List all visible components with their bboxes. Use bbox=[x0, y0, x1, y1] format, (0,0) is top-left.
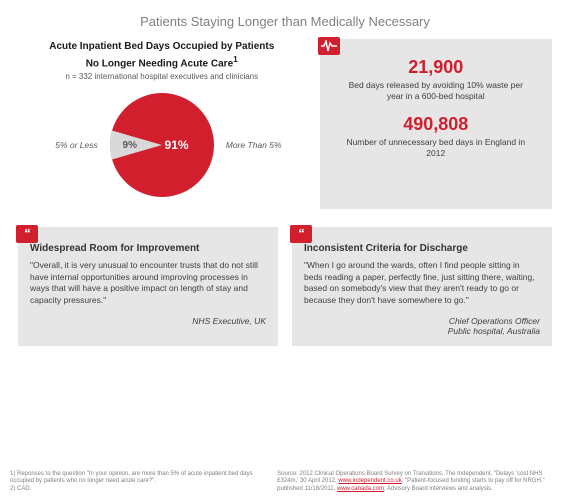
pulse-icon bbox=[318, 37, 340, 55]
quote-title-1: Inconsistent Criteria for Discharge bbox=[304, 243, 540, 254]
footnotes: 1) Reponses to the question "In your opi… bbox=[10, 471, 560, 494]
svg-text:9%: 9% bbox=[122, 140, 137, 151]
quote-icon: “ bbox=[290, 225, 312, 243]
quote-body-0: "Overall, it is very unusual to encounte… bbox=[30, 260, 266, 306]
footnote-left: 1) Reponses to the question "In your opi… bbox=[10, 471, 267, 494]
chart-subtitle: n = 332 international hospital executive… bbox=[18, 72, 306, 81]
stats-panel: 21,900 Bed days released by avoiding 10%… bbox=[320, 39, 553, 209]
stat-desc-0: Bed days released by avoiding 10% waste … bbox=[330, 80, 543, 102]
footnote-right: Source: 2012 Clinical Operations Board S… bbox=[277, 471, 560, 494]
pie-chart-panel: Acute Inpatient Bed Days Occupied by Pat… bbox=[18, 39, 306, 209]
foot-right-post: ; Advisory Board interviews and analysis… bbox=[384, 486, 493, 492]
foot-link-1[interactable]: www.independent.co.uk bbox=[338, 478, 401, 484]
stat-block-1: 490,808 Number of unnecessary bed days i… bbox=[330, 114, 543, 159]
quote-panel-0: “ Widespread Room for Improvement "Overa… bbox=[18, 227, 278, 346]
pie-chart: 9% 91% bbox=[106, 89, 218, 201]
svg-text:91%: 91% bbox=[164, 138, 188, 152]
pie-label-left: 5% or Less bbox=[18, 140, 100, 150]
pie-label-right: More Than 5% bbox=[224, 140, 306, 150]
quote-panel-1: “ Inconsistent Criteria for Discharge "W… bbox=[292, 227, 552, 346]
stat-value-1: 490,808 bbox=[330, 114, 543, 135]
quote-attr-1: Chief Operations Officer Public hospital… bbox=[304, 316, 540, 336]
quote-icon: “ bbox=[16, 225, 38, 243]
stat-block-0: 21,900 Bed days released by avoiding 10%… bbox=[330, 57, 543, 102]
chart-title-line1: Acute Inpatient Bed Days Occupied by Pat… bbox=[49, 41, 274, 52]
quote-attr-0: NHS Executive, UK bbox=[30, 316, 266, 326]
foot-link-2[interactable]: www.canada.com bbox=[337, 486, 384, 492]
chart-title-super: 1 bbox=[233, 54, 238, 64]
chart-title-line2: No Longer Needing Acute Care bbox=[86, 58, 233, 69]
quote-row: “ Widespread Room for Improvement "Overa… bbox=[0, 227, 570, 346]
page-title: Patients Staying Longer than Medically N… bbox=[0, 0, 570, 39]
pie-wrap: 5% or Less 9% 91% More Than 5% bbox=[18, 89, 306, 201]
stat-desc-1: Number of unnecessary bed days in Englan… bbox=[330, 137, 543, 159]
chart-title: Acute Inpatient Bed Days Occupied by Pat… bbox=[18, 41, 306, 70]
stat-value-0: 21,900 bbox=[330, 57, 543, 78]
quote-body-1: "When I go around the wards, often I fin… bbox=[304, 260, 540, 306]
top-row: Acute Inpatient Bed Days Occupied by Pat… bbox=[0, 39, 570, 209]
quote-title-0: Widespread Room for Improvement bbox=[30, 243, 266, 254]
